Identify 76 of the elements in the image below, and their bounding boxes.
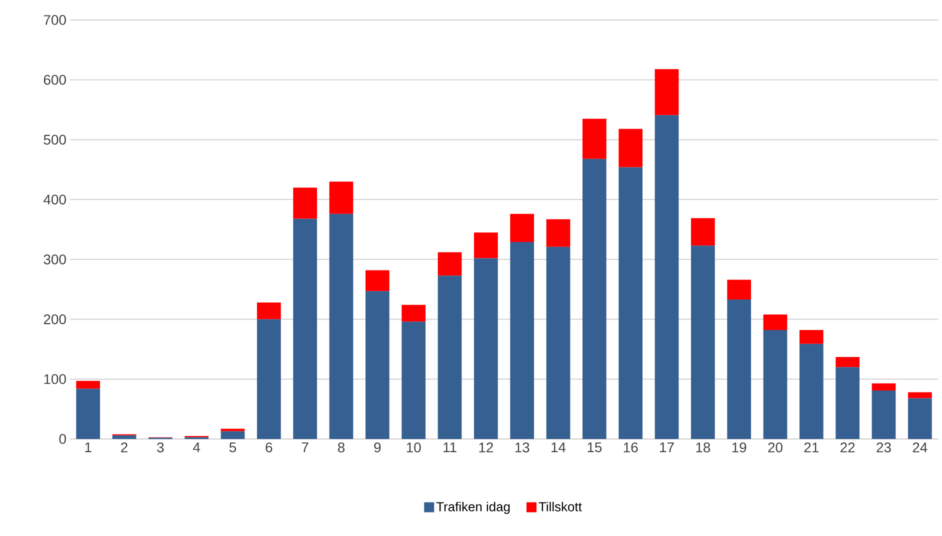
bar xyxy=(474,232,498,258)
x-tick-label: 10 xyxy=(406,442,421,452)
bar xyxy=(727,300,752,439)
bar xyxy=(836,356,860,368)
bar xyxy=(293,218,318,439)
x-tick-label: 24 xyxy=(912,442,928,452)
bar xyxy=(799,344,824,439)
bar xyxy=(365,291,390,439)
x-tick-label: 2 xyxy=(121,442,128,452)
bar xyxy=(836,367,860,439)
bar xyxy=(329,182,354,214)
x-tick-label: 11 xyxy=(444,442,456,452)
bar xyxy=(510,242,534,439)
x-tick-label: 15 xyxy=(588,442,602,452)
y-tick-label: 100 xyxy=(44,374,66,384)
bar xyxy=(256,302,281,320)
bar xyxy=(112,435,136,439)
x-tick-label: 18 xyxy=(696,442,710,452)
y-tick-label: 600 xyxy=(44,74,66,85)
bar xyxy=(76,388,100,439)
legend-label: Trafiken idag xyxy=(436,502,510,514)
x-tick-label: 6 xyxy=(266,442,272,452)
y-tick-label: 200 xyxy=(44,314,66,324)
bar xyxy=(727,280,752,300)
bar xyxy=(763,330,788,439)
x-tick-label: 13 xyxy=(515,442,530,452)
x-tick-label: 1 xyxy=(85,442,92,452)
bar xyxy=(618,128,643,168)
bar xyxy=(908,392,932,398)
bar xyxy=(546,219,570,247)
bar xyxy=(690,218,715,246)
x-tick-label: 9 xyxy=(374,442,381,452)
bar xyxy=(582,158,606,439)
bar xyxy=(76,380,100,389)
x-tick-label: 12 xyxy=(479,442,493,452)
x-tick-label: 19 xyxy=(732,442,746,452)
bar xyxy=(872,390,896,439)
bar xyxy=(618,167,643,439)
bar xyxy=(690,246,715,439)
bar xyxy=(546,246,570,439)
bar xyxy=(438,276,462,439)
bar xyxy=(220,431,245,439)
bar xyxy=(365,270,390,292)
bar xyxy=(510,214,534,242)
x-tick-label: 23 xyxy=(876,442,891,452)
y-tick-label: 500 xyxy=(44,134,66,145)
bar xyxy=(799,330,824,344)
x-tick-label: 5 xyxy=(229,442,236,452)
x-tick-label: 16 xyxy=(624,442,638,452)
x-tick-label: 8 xyxy=(338,442,345,452)
x-tick-label: 14 xyxy=(552,442,566,452)
x-tick-label: 21 xyxy=(804,442,818,452)
bar xyxy=(872,383,896,390)
x-tick-label: 22 xyxy=(840,442,855,452)
y-tick-label: 300 xyxy=(44,254,66,264)
bar xyxy=(654,115,679,439)
bar xyxy=(654,69,679,116)
y-tick-label: 400 xyxy=(44,194,66,204)
x-tick-label: 4 xyxy=(193,442,200,452)
bar xyxy=(438,252,462,276)
bar xyxy=(402,304,426,322)
x-tick-label: 17 xyxy=(660,442,674,452)
bar xyxy=(763,314,788,330)
y-tick-label: 0 xyxy=(59,434,66,444)
bar xyxy=(293,188,318,219)
bar xyxy=(329,214,354,439)
x-tick-label: 3 xyxy=(157,442,164,452)
legend-label: Tillskott xyxy=(538,502,582,512)
x-tick-label: 20 xyxy=(768,442,782,452)
bar xyxy=(402,322,426,439)
x-tick-label: 7 xyxy=(302,442,308,452)
y-tick-label: 700 xyxy=(44,15,66,25)
bar xyxy=(256,319,281,439)
bar xyxy=(908,398,932,439)
bar xyxy=(582,118,606,159)
bar xyxy=(474,258,498,439)
